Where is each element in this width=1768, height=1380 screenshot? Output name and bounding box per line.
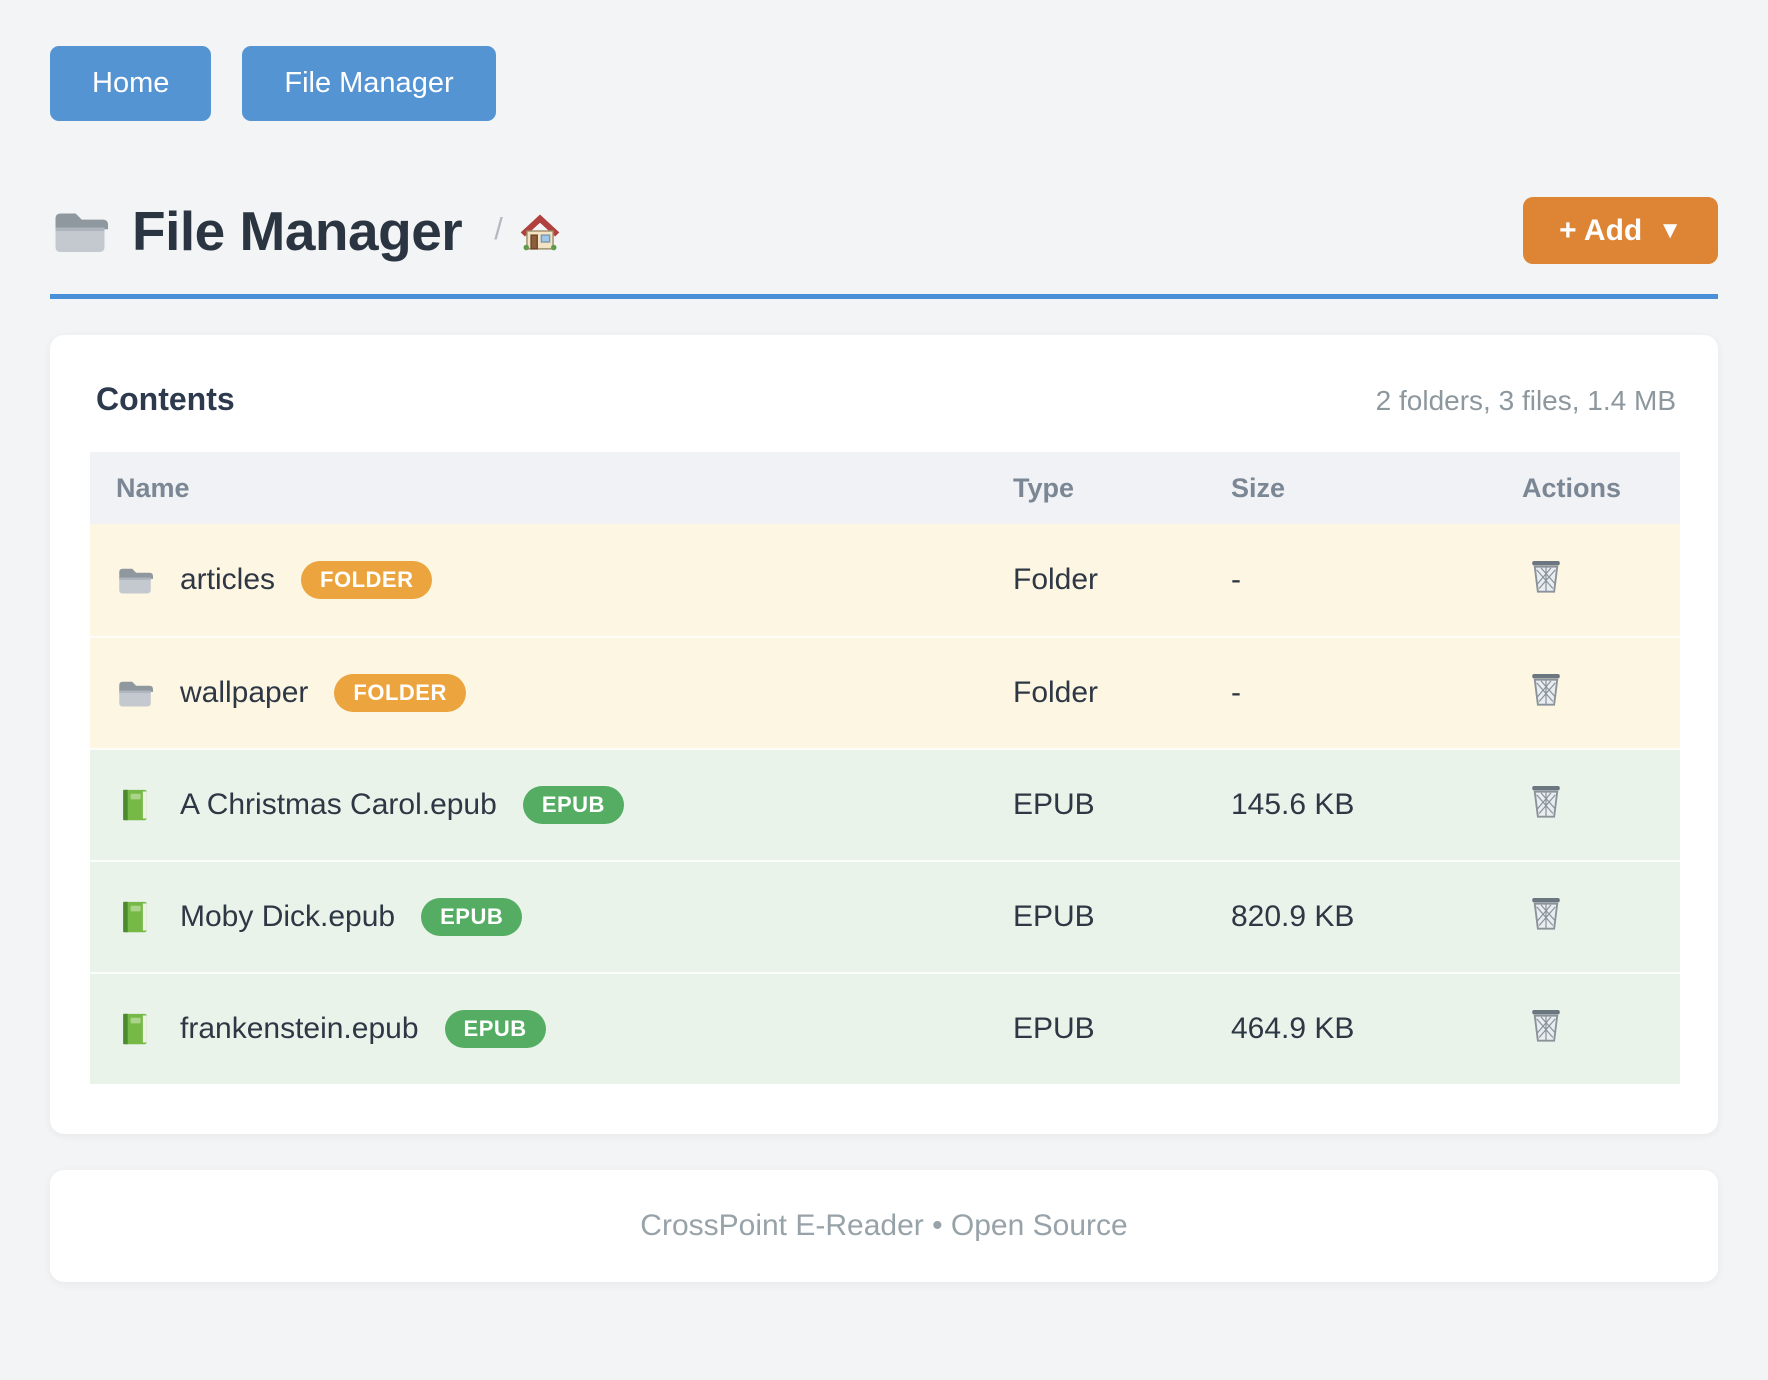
book-icon: [123, 901, 147, 933]
size-cell: 145.6 KB: [1231, 788, 1355, 821]
title-group: File Manager /: [50, 199, 1523, 263]
breadcrumb-home-link[interactable]: [517, 209, 563, 253]
actions-cell: [1496, 781, 1680, 829]
type-cell: Folder: [1013, 676, 1099, 709]
contents-summary: 2 folders, 3 files, 1.4 MB: [1375, 385, 1676, 416]
folder-icon: [119, 681, 153, 707]
column-header-name: Name: [116, 472, 190, 503]
name-cell: Moby Dick.epub EPUB: [90, 898, 987, 936]
name-cell: articles FOLDER: [90, 561, 987, 599]
file-name[interactable]: frankenstein.epub: [180, 1012, 419, 1045]
contents-card: Contents 2 folders, 3 files, 1.4 MB Name…: [50, 335, 1718, 1134]
delete-button[interactable]: [1526, 1005, 1566, 1045]
delete-button[interactable]: [1526, 893, 1566, 933]
file-manager-nav-button[interactable]: File Manager: [242, 46, 496, 121]
footer-text: CrossPoint E-Reader • Open Source: [640, 1209, 1128, 1242]
type-cell: EPUB: [1013, 1012, 1095, 1045]
home-nav-button[interactable]: Home: [50, 46, 212, 121]
epub-badge: EPUB: [444, 1010, 546, 1048]
file-table: Name Type Size Actions articles FOLDER F…: [90, 452, 1680, 1084]
delete-button[interactable]: [1526, 781, 1566, 821]
trash-icon: [1531, 1009, 1561, 1042]
name-cell: frankenstein.epub EPUB: [90, 1010, 987, 1048]
table-row-articles[interactable]: articles FOLDER Folder -: [90, 524, 1680, 636]
column-header-type: Type: [1013, 472, 1075, 503]
book-icon: [123, 1013, 147, 1045]
type-cell: Folder: [1013, 563, 1099, 596]
file-name[interactable]: wallpaper: [180, 676, 309, 709]
add-button[interactable]: + Add ▼: [1523, 197, 1718, 264]
file-name[interactable]: articles: [180, 563, 276, 596]
delete-button[interactable]: [1526, 556, 1566, 596]
trash-icon: [1531, 560, 1561, 593]
folder-icon: [119, 568, 153, 594]
size-cell: -: [1231, 563, 1241, 596]
folder-badge: FOLDER: [334, 674, 466, 712]
type-cell: EPUB: [1013, 788, 1095, 821]
epub-badge: EPUB: [522, 786, 624, 824]
file-name[interactable]: Moby Dick.epub: [180, 900, 396, 933]
size-cell: 464.9 KB: [1231, 1012, 1355, 1045]
breadcrumb: /: [494, 209, 563, 253]
actions-cell: [1496, 669, 1680, 717]
add-button-label: + Add: [1559, 213, 1643, 247]
trash-icon: [1531, 673, 1561, 706]
table-row-wallpaper[interactable]: wallpaper FOLDER Folder -: [90, 636, 1680, 748]
name-cell: wallpaper FOLDER: [90, 674, 987, 712]
table-row-christmas-carol[interactable]: A Christmas Carol.epub EPUB EPUB 145.6 K…: [90, 748, 1680, 860]
house-icon: [519, 213, 560, 251]
table-row-moby-dick[interactable]: Moby Dick.epub EPUB EPUB 820.9 KB: [90, 860, 1680, 972]
trash-icon: [1531, 785, 1561, 818]
file-name[interactable]: A Christmas Carol.epub: [180, 788, 497, 821]
column-header-actions: Actions: [1522, 472, 1622, 503]
trash-icon: [1531, 897, 1561, 930]
chevron-down-icon: ▼: [1658, 216, 1682, 244]
actions-cell: [1496, 893, 1680, 941]
table-row-frankenstein[interactable]: frankenstein.epub EPUB EPUB 464.9 KB: [90, 972, 1680, 1084]
delete-button[interactable]: [1526, 669, 1566, 709]
book-icon: [123, 789, 147, 821]
epub-badge: EPUB: [421, 898, 523, 936]
size-cell: 820.9 KB: [1231, 900, 1355, 933]
breadcrumb-separator: /: [494, 210, 503, 246]
page-header: File Manager / + Add ▼: [50, 197, 1718, 264]
name-cell: A Christmas Carol.epub EPUB: [90, 786, 987, 824]
top-nav: Home File Manager: [50, 0, 1718, 121]
table-header-row: Name Type Size Actions: [90, 452, 1680, 524]
folder-badge: FOLDER: [301, 561, 433, 599]
folder-icon: [55, 213, 108, 252]
actions-cell: [1496, 556, 1680, 604]
contents-card-header: Contents 2 folders, 3 files, 1.4 MB: [90, 381, 1680, 418]
footer: CrossPoint E-Reader • Open Source: [50, 1170, 1718, 1282]
type-cell: EPUB: [1013, 900, 1095, 933]
header-divider: [50, 294, 1718, 299]
column-header-size: Size: [1231, 472, 1286, 503]
contents-heading: Contents: [96, 381, 235, 417]
actions-cell: [1496, 1005, 1680, 1053]
page-title: File Manager: [132, 199, 463, 262]
size-cell: -: [1231, 676, 1241, 709]
